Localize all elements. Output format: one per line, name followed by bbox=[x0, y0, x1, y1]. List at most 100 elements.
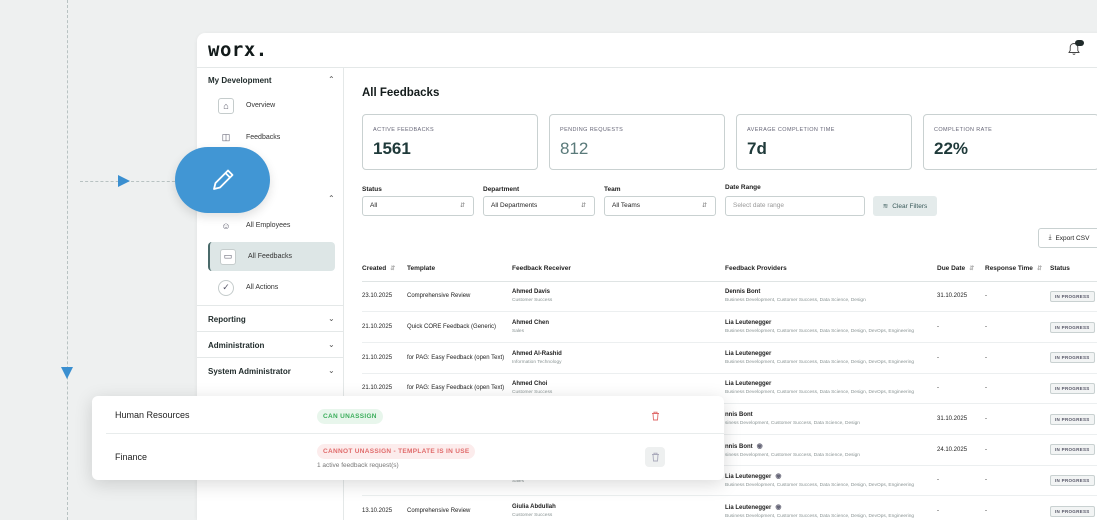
eye-icon[interactable]: ◉ bbox=[775, 504, 782, 512]
column-header-created[interactable]: Created ⇵ bbox=[362, 257, 407, 282]
provider-name: Lia Leutenegger ◉ bbox=[725, 473, 782, 481]
sidebar-item-all-actions[interactable]: ✓ All Actions bbox=[208, 273, 335, 302]
department-select[interactable]: All Departments ⇵ bbox=[483, 196, 595, 216]
unassign-trash-button-disabled bbox=[645, 447, 665, 467]
select-value: All bbox=[370, 202, 378, 209]
sidebar-section-my-development[interactable]: My Development bbox=[208, 76, 272, 85]
sidebar-section-system-administrator[interactable]: System Administrator ⌄ bbox=[197, 357, 344, 383]
receiver-name: Ahmed Al-Rashid bbox=[512, 350, 562, 357]
status-badge: IN PROGRESS bbox=[1050, 444, 1095, 456]
edit-bubble[interactable] bbox=[175, 147, 270, 213]
cell-template: for PAG: Easy Feedback (open Text) bbox=[407, 342, 512, 374]
provider-name: nnis Bont ◉ bbox=[725, 442, 763, 450]
top-bar: worx. bbox=[197, 33, 1097, 68]
stat-card-pending-requests: PENDING REQUESTS 812 bbox=[549, 114, 725, 170]
cell-due-date: - bbox=[937, 373, 985, 405]
feedbacks-table: Created ⇵ Template Feedback Receiver Feed… bbox=[362, 257, 1097, 520]
section-label: Reporting bbox=[208, 315, 246, 324]
column-header-providers: Feedback Providers bbox=[725, 257, 937, 282]
provider-name: nnis Bont bbox=[725, 412, 753, 419]
receiver-name: Ahmed Chen bbox=[512, 320, 550, 327]
cell-due-date: 31.10.2025 bbox=[937, 403, 985, 435]
can-unassign-badge: CAN UNASSIGN bbox=[317, 409, 383, 424]
stat-value: 1561 bbox=[373, 139, 411, 158]
cell-status: IN PROGRESS bbox=[1050, 281, 1097, 313]
eye-icon[interactable]: ◉ bbox=[756, 442, 763, 450]
column-header-response-time[interactable]: Response Time ⇵ bbox=[985, 257, 1050, 282]
receiver-department: Information Technology bbox=[512, 359, 562, 365]
provider-departments: Business Development, Customer Success, … bbox=[725, 514, 915, 520]
provider-departments: Business Development, Customer Success, … bbox=[725, 483, 915, 489]
pencil-icon bbox=[212, 169, 233, 190]
sidebar-item-overview[interactable]: ⌂ Overview bbox=[208, 91, 335, 120]
arrow-right-icon bbox=[118, 175, 130, 187]
cell-created: 23.10.2025 bbox=[362, 281, 407, 313]
provider-departments: Business Development, Customer Success, … bbox=[725, 298, 866, 304]
cell-status: IN PROGRESS bbox=[1050, 311, 1097, 343]
logo: worx. bbox=[208, 39, 268, 61]
trash-icon bbox=[651, 452, 659, 462]
home-icon: ⌂ bbox=[218, 97, 234, 114]
status-badge: IN PROGRESS bbox=[1050, 413, 1095, 425]
notifications-bell-icon[interactable] bbox=[1067, 40, 1084, 56]
chevron-up-icon[interactable]: ⌃ bbox=[328, 194, 335, 203]
department-name: Finance bbox=[115, 452, 148, 462]
cell-status: IN PROGRESS bbox=[1050, 342, 1097, 374]
cell-created: 21.10.2025 bbox=[362, 311, 407, 343]
filter-sliders-icon: ≋ bbox=[882, 203, 889, 210]
sidebar-item-all-feedbacks[interactable]: ▭ All Feedbacks bbox=[208, 242, 335, 271]
eye-icon[interactable]: ◉ bbox=[775, 473, 782, 481]
unassign-trash-button[interactable] bbox=[645, 406, 665, 426]
cell-receiver: Ahmed Al-Rashid Information Technology bbox=[512, 342, 725, 374]
chevron-up-icon[interactable]: ⌃ bbox=[328, 75, 335, 84]
chevron-down-icon: ⌄ bbox=[328, 314, 335, 323]
table-row[interactable]: 13.10.2025 Comprehensive Review Giulia Abd… bbox=[362, 495, 1097, 520]
flow-connector-horizontal bbox=[80, 181, 180, 182]
trash-icon bbox=[651, 411, 659, 421]
receiver-name: Giulia Abdullah bbox=[512, 504, 556, 511]
clear-filters-button[interactable]: ≋ Clear Filters bbox=[873, 196, 937, 216]
cell-due-date: 31.10.2025 bbox=[937, 281, 985, 313]
receiver-department: Customer Success bbox=[512, 390, 553, 396]
notification-badge bbox=[1075, 40, 1084, 46]
cell-response-time: - bbox=[985, 434, 1050, 466]
sidebar-item-label: Overview bbox=[246, 102, 276, 109]
table-row[interactable]: 21.10.2025 for PAG: Easy Feedback (open T… bbox=[362, 342, 1097, 374]
provider-departments: Business Development, Customer Success, … bbox=[725, 359, 915, 365]
stat-card-completion-rate: COMPLETION RATE 22% bbox=[923, 114, 1097, 170]
column-header-due-date[interactable]: Due Date ⇵ bbox=[937, 257, 985, 282]
status-badge: IN PROGRESS bbox=[1050, 505, 1095, 517]
cell-providers: Lia Leutenegger ◉ Business Development, Cu… bbox=[725, 465, 937, 497]
stat-label: COMPLETION RATE bbox=[934, 127, 993, 133]
status-select[interactable]: All ⇵ bbox=[362, 196, 474, 216]
cannot-unassign-badge: CANNOT UNASSIGN - TEMPLATE IS IN USE bbox=[317, 444, 476, 459]
active-requests-note: 1 active feedback request(s) bbox=[317, 462, 399, 469]
sort-icon: ⇵ bbox=[390, 266, 396, 273]
stat-label: PENDING REQUESTS bbox=[560, 127, 624, 133]
cell-response-time: - bbox=[985, 495, 1050, 520]
download-icon: ⤓ bbox=[1048, 234, 1052, 241]
column-header-status: Status bbox=[1050, 257, 1097, 282]
receiver-name: Ahmed Choi bbox=[512, 381, 548, 388]
department-name: Human Resources bbox=[115, 410, 190, 420]
export-csv-button[interactable]: ⤓ Export CSV bbox=[1038, 228, 1097, 248]
cell-response-time: - bbox=[985, 311, 1050, 343]
sidebar-section-reporting[interactable]: Reporting ⌄ bbox=[197, 305, 344, 331]
status-badge: IN PROGRESS bbox=[1050, 382, 1095, 394]
team-select[interactable]: All Teams ⇵ bbox=[604, 196, 716, 216]
updown-icon: ⇵ bbox=[459, 203, 465, 209]
unassign-departments-panel: Human Resources CAN UNASSIGN Finance CAN… bbox=[92, 396, 724, 480]
table-row[interactable]: 23.10.2025 Comprehensive Review Ahmed Davi… bbox=[362, 281, 1097, 313]
sidebar-item-feedbacks[interactable]: ◫ Feedbacks bbox=[208, 123, 335, 152]
check-circle-icon: ✓ bbox=[218, 279, 234, 296]
monitor-icon: ▭ bbox=[220, 248, 236, 265]
table-row[interactable]: 21.10.2025 Quick CORE Feedback (Generic) A… bbox=[362, 311, 1097, 343]
updown-icon: ⇵ bbox=[701, 203, 707, 209]
receiver-name: Ahmed Davis bbox=[512, 289, 551, 296]
sidebar-section-administration[interactable]: Administration ⌄ bbox=[197, 331, 344, 357]
sidebar-item-all-employees[interactable]: ☺ All Employees bbox=[208, 211, 335, 240]
status-badge: IN PROGRESS bbox=[1050, 474, 1095, 486]
button-label: Export CSV bbox=[1055, 234, 1090, 242]
table-header-row: Created ⇵ Template Feedback Receiver Feed… bbox=[362, 257, 1097, 282]
date-range-input[interactable]: Select date range bbox=[725, 196, 865, 216]
